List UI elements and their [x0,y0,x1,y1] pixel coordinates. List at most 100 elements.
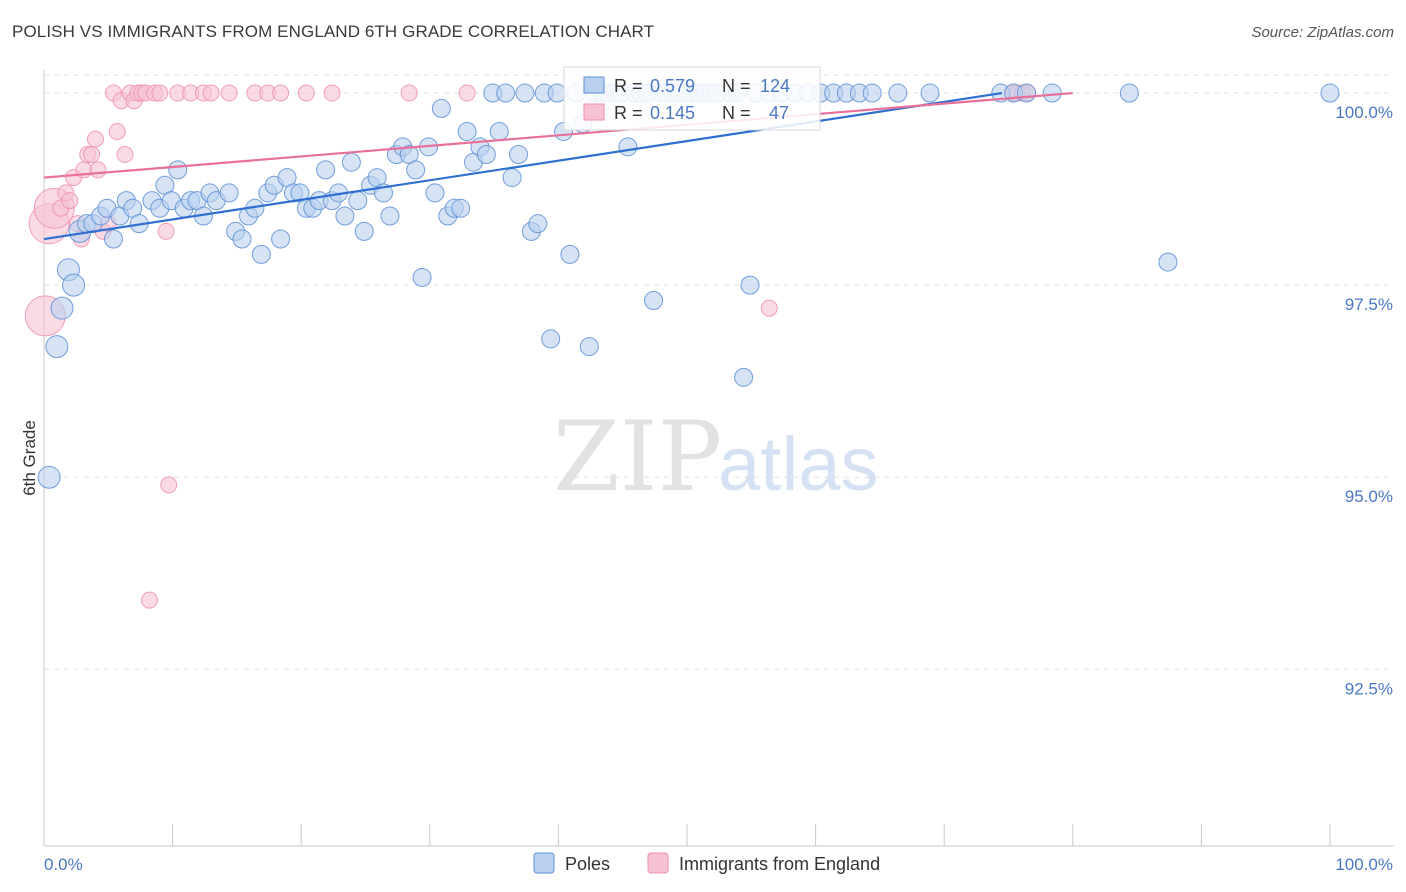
poles-point [451,198,471,218]
poles-point [920,83,940,103]
england-point [89,161,107,179]
stats-swatch-england [583,103,605,121]
poles-point [515,83,535,103]
stats-england-r-value: 0.145 [650,103,695,123]
poles-point [1320,83,1340,103]
england-point [86,130,104,148]
x-tick-label-max: 100.0% [1335,855,1393,874]
poles-point [406,160,426,180]
source-note: Source: ZipAtlas.com [1251,24,1394,41]
poles-point [862,83,882,103]
stats-poles-n-label: N = [722,76,751,96]
poles-point [457,121,477,141]
poles-point [251,244,271,264]
england-point [116,146,134,164]
x-ticks [43,824,1331,846]
legend-label-poles: Poles [565,854,610,874]
poles-point [509,145,529,165]
poles-point [168,160,188,180]
poles-point [341,152,361,172]
poles-point [348,191,368,211]
england-point [458,84,476,102]
poles-point [1158,252,1178,272]
england-points [24,84,1037,609]
poles-point [219,183,239,203]
poles-point [502,168,522,188]
england-point [323,84,341,102]
england-point [202,84,220,102]
poles-point [547,83,567,103]
y-tick-labels: 100.0% 97.5% 95.0% 92.5% [1335,103,1393,698]
poles-point [232,229,252,249]
trend-lines [43,91,1073,241]
poles-point [425,183,445,203]
stats-poles-r-label: R = [614,76,643,96]
grid [44,74,1394,670]
poles-point [335,206,355,226]
stats-box: R = 0.579 N = 124 R = 0.145 N = 47 [563,66,821,131]
stats-england-n-label: N = [722,103,751,123]
legend-label-england: Immigrants from England [679,854,880,874]
england-point [400,84,418,102]
england-point [297,84,315,102]
poles-point [1119,83,1139,103]
legend-swatch-poles [533,852,555,874]
england-point [220,84,238,102]
poles-point [380,206,400,226]
watermark-atlas: atlas [718,422,879,507]
stats-swatch-poles [583,76,605,94]
poles-point [489,121,509,141]
watermark-zip: ZIP [553,401,722,513]
england-point [108,122,126,140]
poles-point [528,214,548,234]
poles-point [271,229,291,249]
poles-point [412,267,432,287]
poles-point [1017,83,1037,103]
england-point [760,299,778,317]
stats-poles-r-value: 0.579 [650,76,695,96]
poles-point [618,137,638,157]
poles-trend-line [43,91,1003,241]
poles-point [316,160,336,180]
chart-title: POLISH VS IMMIGRANTS FROM ENGLAND 6TH GR… [12,22,655,41]
poles-point [37,465,61,489]
poles-point [62,273,86,297]
stats-england-r-label: R = [614,103,643,123]
poles-point [734,367,754,387]
y-tick-label: 92.5% [1345,679,1393,698]
england-point [151,84,169,102]
stats-england-n-value: 47 [769,103,789,123]
england-point [157,222,175,240]
poles-point [354,221,374,241]
y-tick-label: 100.0% [1335,103,1393,122]
stats-poles-n-value: 124 [760,76,790,96]
poles-point [888,83,908,103]
watermark: ZIP atlas [553,401,879,513]
england-point [83,146,101,164]
poles-point [541,329,561,349]
legend-swatch-england [647,852,669,874]
poles-point [50,296,74,320]
poles-point [579,337,599,357]
x-tick-label-min: 0.0% [44,855,83,874]
poles-point [431,98,451,118]
poles-point [560,244,580,264]
england-point [140,591,158,609]
england-point [160,476,178,494]
england-trend-line [43,91,1073,179]
england-point [272,84,290,102]
poles-point [103,229,123,249]
poles-point [740,275,760,295]
y-axis-label: 6th Grade [20,420,39,496]
poles-point [45,335,69,359]
stats-box-frame [563,66,821,131]
y-tick-label: 95.0% [1345,487,1393,506]
poles-point [476,145,496,165]
england-point [61,192,79,210]
poles-point [644,290,664,310]
poles-point [1042,83,1062,103]
y-tick-label: 97.5% [1345,295,1393,314]
legend: Poles Immigrants from England [533,852,880,874]
poles-point [496,83,516,103]
